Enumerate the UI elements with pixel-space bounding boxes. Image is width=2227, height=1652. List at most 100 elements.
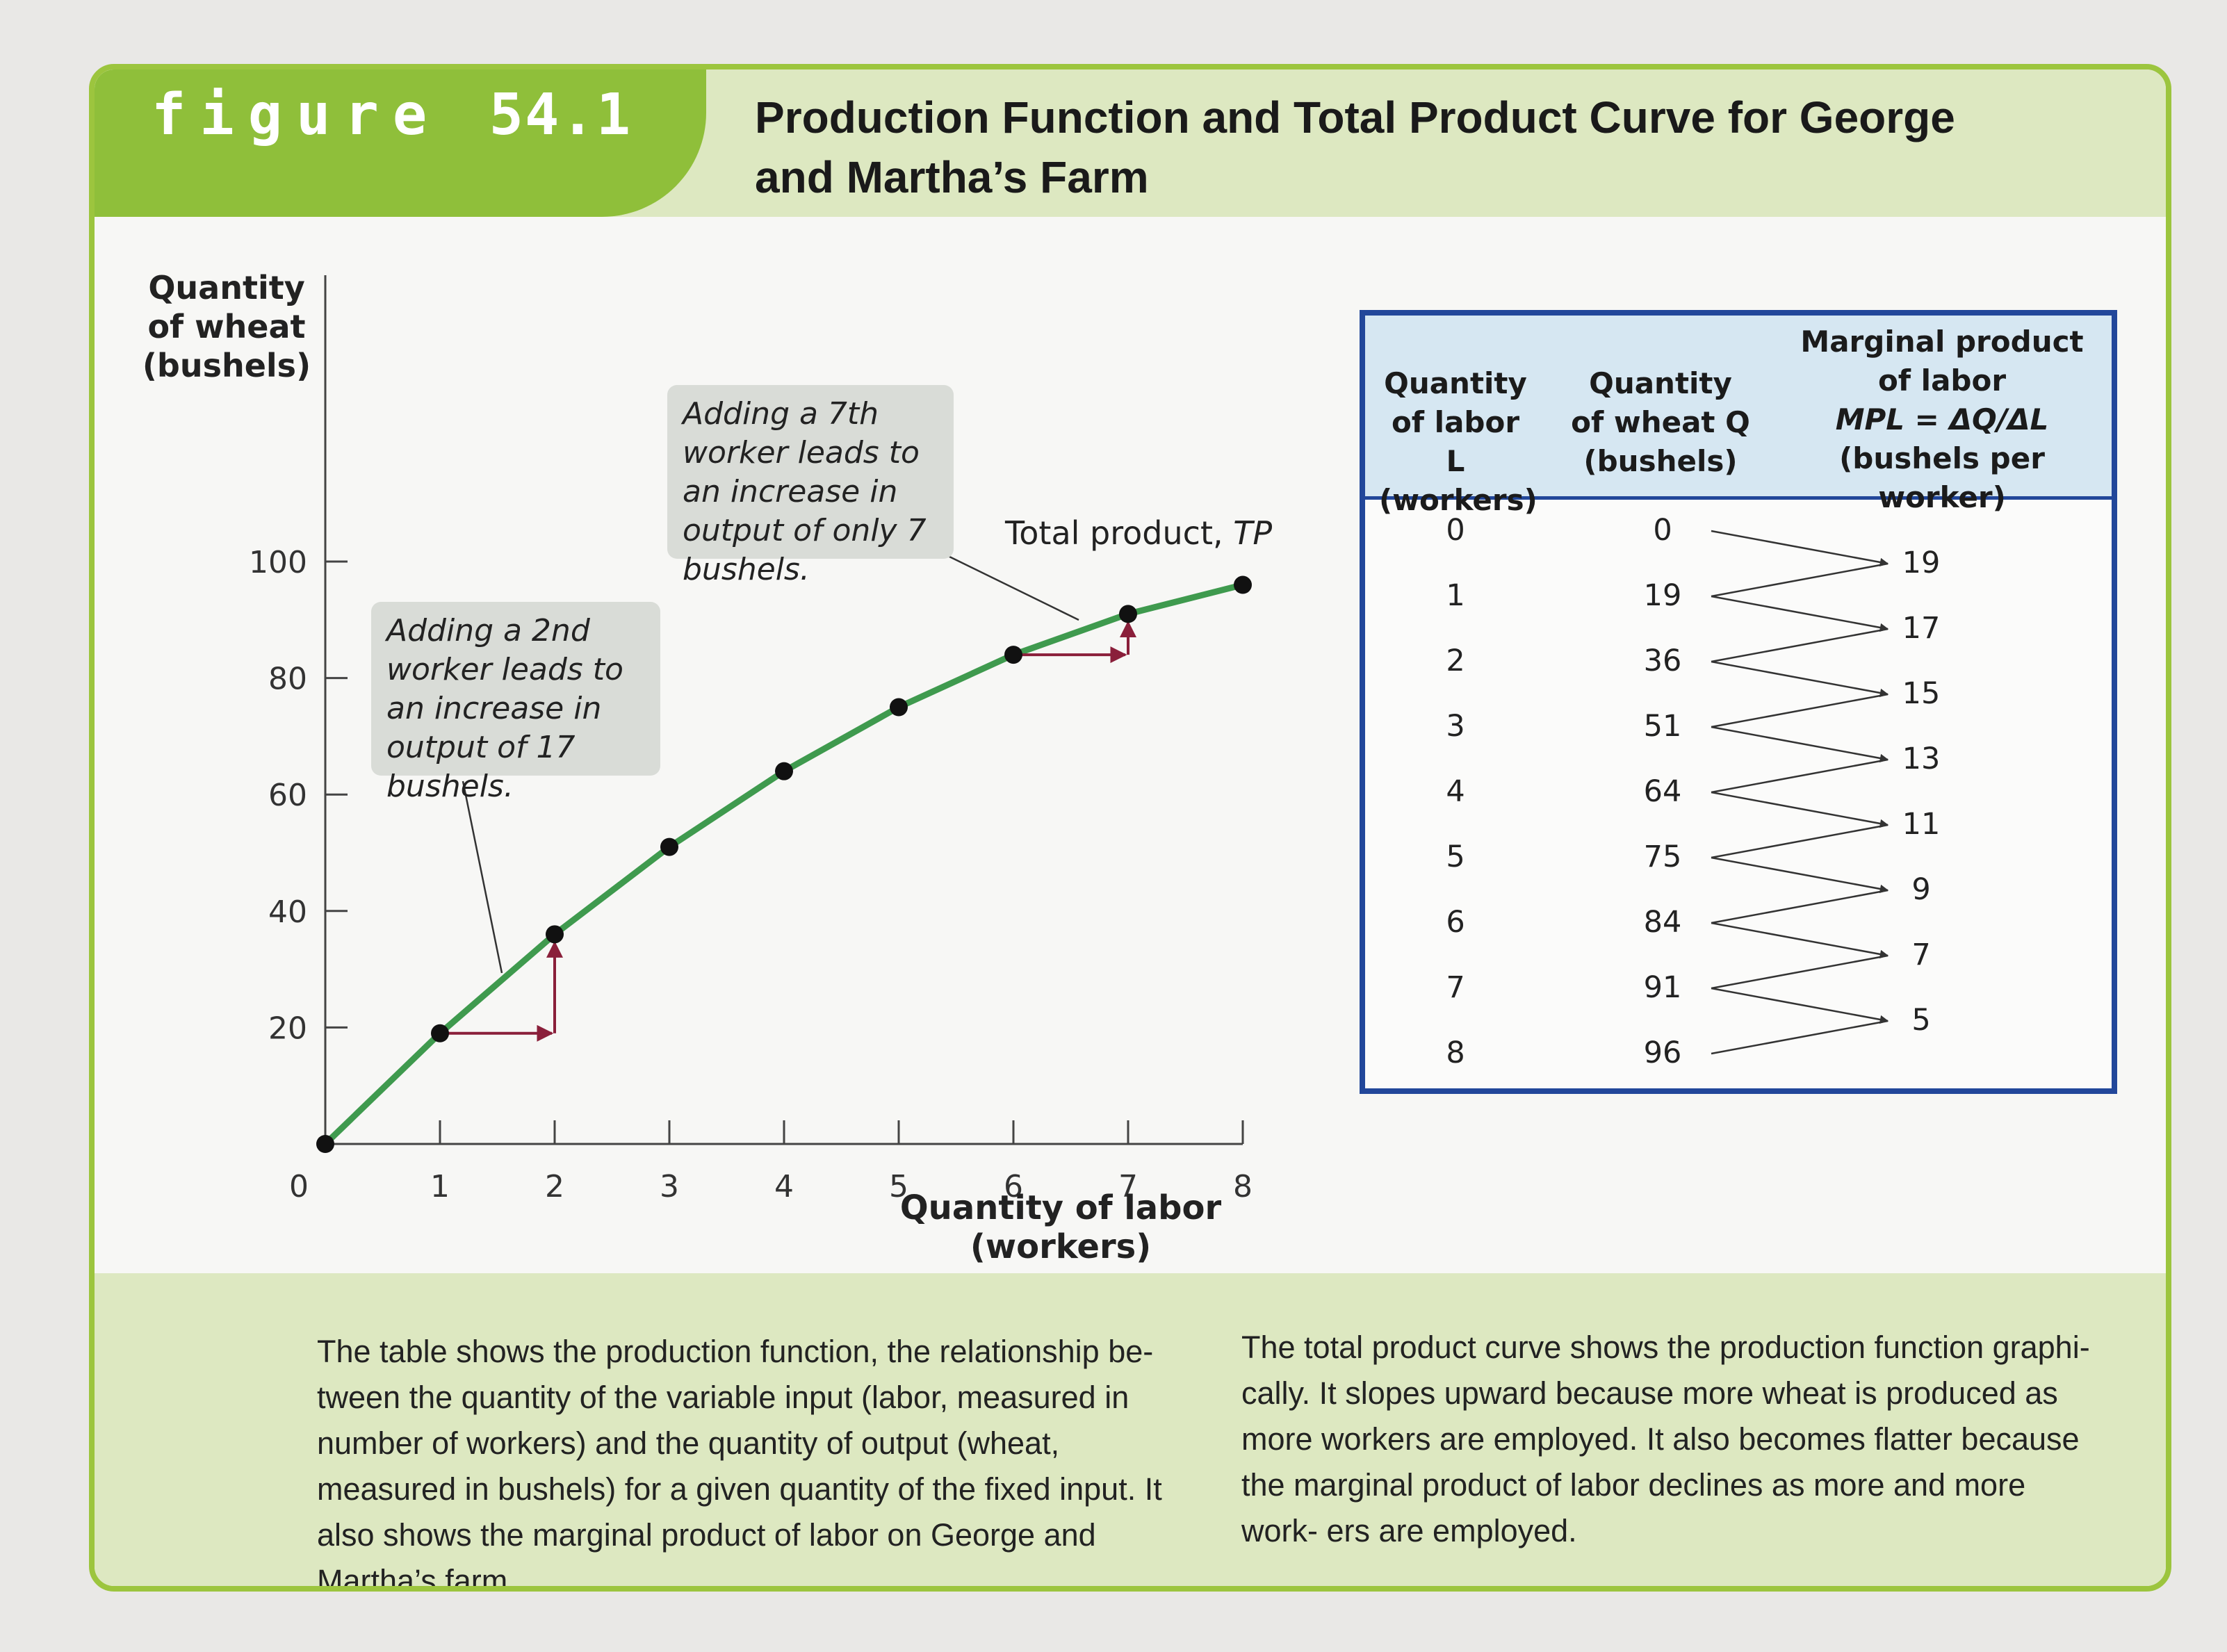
leader-line-7th	[947, 555, 1079, 621]
cell-labor: 3	[1446, 709, 1465, 744]
cell-wheat: 51	[1643, 709, 1682, 744]
cell-wheat: 0	[1653, 513, 1672, 548]
zigzag-line	[1711, 954, 1889, 990]
zigzag-line	[1711, 693, 1889, 728]
header-labor: Quantity of labor L (workers)	[1379, 364, 1537, 520]
caption-left: The table shows the production function,…	[317, 1334, 1162, 1592]
figure-title: Production Function and Total Product Cu…	[755, 92, 1955, 202]
x-tick-label: 8	[1233, 1169, 1253, 1204]
cell-mpl: 5	[1911, 1003, 1931, 1038]
cell-labor: 2	[1446, 644, 1465, 678]
mpl-zigzag	[1711, 530, 1889, 1055]
zigzag-line	[1711, 1020, 1889, 1055]
y-tick-label: 100	[249, 545, 307, 580]
cell-mpl: 9	[1911, 872, 1931, 907]
tp-point	[1119, 605, 1137, 623]
cell-wheat: 64	[1643, 774, 1682, 809]
x-tick-label: 3	[660, 1169, 679, 1204]
header-mpl-line1: Marginal product	[1800, 325, 2084, 359]
zigzag-line	[1711, 758, 1889, 794]
x-tick-label: 6	[1004, 1169, 1023, 1204]
cell-mpl: 17	[1902, 611, 1941, 646]
zigzag-line	[1711, 824, 1889, 859]
header-labor-line2: of labor L	[1391, 405, 1520, 478]
header-labor-line1: Quantity	[1384, 366, 1527, 400]
header-mpl-line3: MPL = ΔQ/ΔL	[1835, 402, 2049, 436]
zigzag-line	[1711, 889, 1889, 924]
header-wheat-line2: of wheat Q	[1571, 405, 1750, 439]
cell-wheat: 19	[1643, 578, 1682, 613]
annotation-7th-worker: Adding a 7th worker leads to an increase…	[667, 385, 954, 587]
x-tick-label: 7	[1118, 1169, 1138, 1204]
production-table: Quantity of labor L (workers) Quantity o…	[1360, 310, 2117, 1094]
caption-right: The total product curve shows the produc…	[1241, 1330, 2090, 1548]
cell-labor: 7	[1446, 970, 1465, 1005]
cell-labor: 4	[1446, 774, 1465, 809]
figure-label: figure 54.1	[152, 82, 632, 148]
cell-labor: 6	[1446, 905, 1465, 940]
cell-labor: 0	[1446, 513, 1465, 548]
header-mpl-line4: (bushels per worker)	[1839, 441, 2045, 514]
cell-mpl: 7	[1911, 938, 1931, 972]
tp-point	[1004, 646, 1022, 664]
zigzag-line	[1711, 726, 1889, 763]
cell-mpl: 13	[1902, 742, 1941, 776]
x-tick-label: 1	[430, 1169, 450, 1204]
header-mpl: Marginal product of labor MPL = ΔQ/ΔL (b…	[1782, 322, 2102, 517]
tp-point	[775, 762, 793, 780]
series-label-italic: TP	[1233, 514, 1273, 552]
cell-wheat: 75	[1643, 840, 1682, 874]
x-tick-label: 0	[289, 1169, 309, 1204]
cell-wheat: 96	[1643, 1036, 1682, 1070]
zigzag-line	[1711, 987, 1889, 1024]
y-tick-label: 40	[268, 894, 307, 930]
x-axis-label: Quantity of labor (workers)	[899, 1188, 1222, 1266]
header-labor-line3: (workers)	[1379, 483, 1537, 517]
tp-chart: 20 40 60 80 100 0 1 2 3 4 5 6 7 8	[249, 275, 1253, 1204]
cell-mpl: 11	[1902, 807, 1941, 842]
cell-labor: 5	[1446, 840, 1465, 874]
x-tick-label: 4	[774, 1169, 794, 1204]
tp-point	[890, 698, 908, 717]
caption-band: The table shows the production function,…	[95, 1273, 2166, 1586]
x-tick-label: 5	[889, 1169, 908, 1204]
zigzag-line	[1711, 562, 1889, 598]
leader-line-2nd	[462, 780, 503, 974]
zigzag-line	[1711, 660, 1889, 698]
zigzag-line	[1711, 595, 1889, 632]
x-tick-label: 2	[545, 1169, 564, 1204]
cell-labor: 1	[1446, 578, 1465, 613]
tp-point	[431, 1024, 449, 1042]
header-wheat: Quantity of wheat Q (bushels)	[1567, 364, 1754, 481]
cell-mpl: 19	[1902, 546, 1941, 580]
tp-point	[1234, 575, 1252, 594]
y-tick-label: 80	[268, 662, 307, 697]
zigzag-line	[1711, 628, 1889, 663]
cell-wheat: 84	[1643, 905, 1682, 940]
cell-wheat: 36	[1643, 644, 1682, 678]
figure-tab: figure 54.1	[95, 69, 706, 217]
zigzag-line	[1711, 791, 1889, 828]
cell-wheat: 91	[1643, 970, 1682, 1005]
figure-frame: figure 54.1 Production Function and Tota…	[89, 64, 2171, 1592]
y-tick-label: 20	[268, 1011, 307, 1046]
header-wheat-line3: (bushels)	[1583, 444, 1738, 478]
tp-point	[660, 837, 678, 856]
header-wheat-line1: Quantity	[1589, 366, 1732, 400]
cell-mpl: 15	[1902, 676, 1941, 711]
zigzag-line	[1711, 922, 1889, 959]
tp-point	[546, 925, 564, 944]
series-label-text: Total product,	[1005, 514, 1234, 552]
y-tick-label: 60	[268, 778, 307, 813]
figure-word: figure	[152, 82, 441, 148]
tp-point	[316, 1135, 334, 1153]
figure-number: 54.1	[489, 82, 633, 148]
zigzag-line	[1711, 856, 1889, 894]
y-axis-label: Quantity of wheat (bushels)	[142, 269, 311, 384]
annotation-2nd-worker: Adding a 2nd worker leads to an increase…	[371, 602, 660, 804]
table-header: Quantity of labor L (workers) Quantity o…	[1365, 316, 2112, 517]
header-mpl-line2: of labor	[1877, 363, 2007, 398]
cell-labor: 8	[1446, 1036, 1465, 1070]
series-label-tp: Total product, TP	[1005, 514, 1272, 552]
zigzag-line	[1711, 530, 1889, 567]
